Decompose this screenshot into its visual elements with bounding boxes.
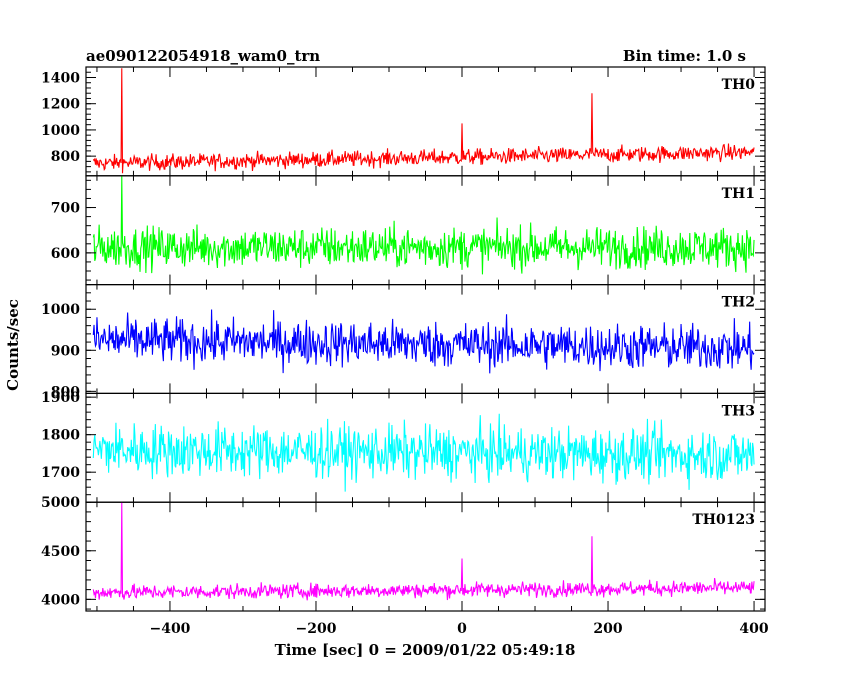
panel-label: TH3 (722, 403, 755, 419)
chart-title: ae090122054918_wam0_trn (86, 47, 320, 65)
panel-label: TH0 (722, 77, 756, 93)
panel-th3: 1700 1800 1900 TH3 (41, 390, 766, 503)
x-axis-label: Time [sec] 0 = 2009/01/22 05:49:18 (275, 641, 576, 659)
series-line-th3 (92, 413, 755, 492)
y-tick-label: 4500 (41, 544, 80, 560)
y-tick-label: 1200 (41, 97, 80, 113)
x-tick-label: −200 (295, 621, 336, 637)
series-line-th1 (92, 175, 755, 275)
x-tick-label: 400 (739, 621, 768, 637)
panels-group: 800 1000 1200 1400 TH0 600 700 TH1 800 900 1000 TH2… (41, 66, 769, 637)
panel-th2: 800 900 1000 TH2 (41, 284, 766, 400)
x-tick-label: 200 (593, 621, 622, 637)
panel-th0123: 4000 4500 5000 TH0123 (41, 495, 766, 612)
bin-time-label: Bin time: 1.0 s (623, 47, 746, 65)
y-tick-label: 1000 (41, 123, 80, 139)
panel-th0: 800 1000 1200 1400 TH0 (41, 66, 766, 177)
panel-label: TH2 (722, 295, 755, 311)
panel-frame (85, 175, 766, 286)
y-tick-label: 1700 (41, 465, 80, 481)
y-tick-label: 900 (51, 343, 80, 359)
y-tick-label: 800 (51, 384, 80, 400)
y-tick-label: 1000 (41, 302, 80, 318)
y-tick-label: 1400 (41, 70, 80, 86)
x-tick-label: 0 (457, 621, 467, 637)
y-tick-label: 600 (51, 246, 80, 262)
y-tick-label: 4000 (41, 592, 80, 608)
y-tick-label: 800 (51, 149, 80, 165)
y-axis-label: Counts/sec (4, 299, 22, 391)
panel-th1: 600 700 TH1 (51, 175, 766, 286)
y-tick-label: 1900 (41, 390, 80, 406)
series-line-th0 (92, 68, 755, 174)
series-line-th0123 (92, 502, 755, 601)
panel-label: TH0123 (692, 512, 755, 528)
y-tick-label: 700 (51, 201, 80, 217)
x-tick-label: −400 (149, 621, 190, 637)
series-line-th2 (92, 309, 755, 374)
y-tick-label: 5000 (41, 495, 80, 511)
panel-label: TH1 (722, 186, 755, 202)
y-tick-label: 1800 (41, 428, 80, 444)
